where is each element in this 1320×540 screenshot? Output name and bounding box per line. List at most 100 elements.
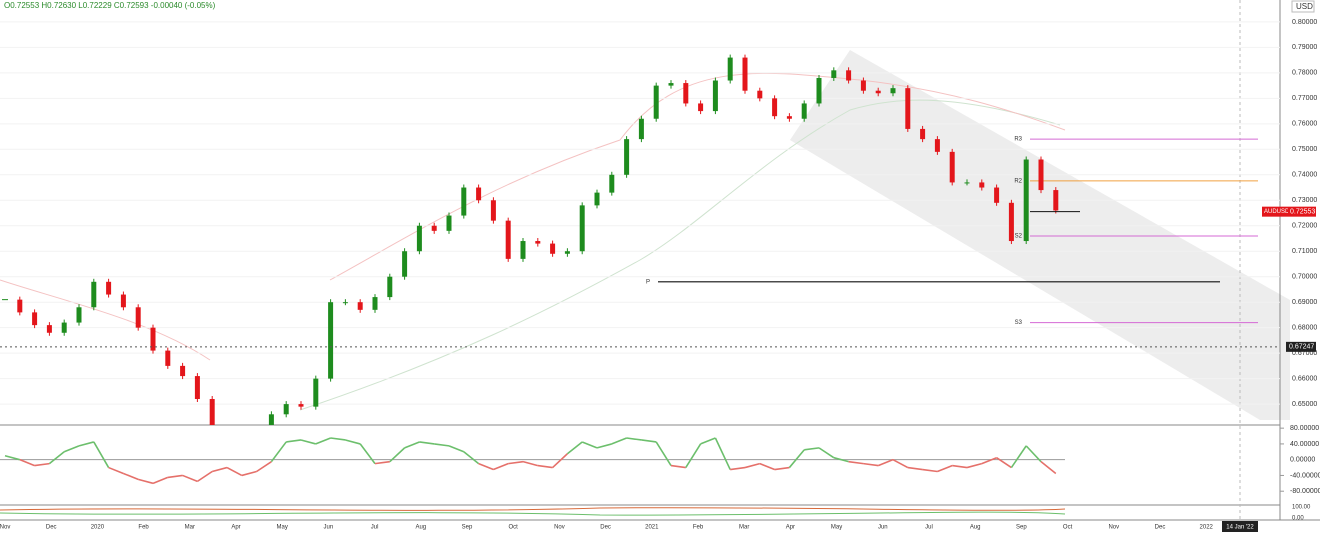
candle — [180, 365, 186, 377]
osc-segment — [655, 441, 672, 467]
x-tick-label: 2022 — [1200, 525, 1214, 531]
candle — [757, 90, 763, 99]
osc-segment — [434, 443, 450, 447]
osc-segment — [877, 458, 894, 467]
candle — [135, 307, 141, 328]
osc-segment — [537, 464, 553, 469]
osc-segment — [744, 462, 761, 469]
candle — [520, 241, 526, 259]
candle — [283, 404, 289, 415]
candle — [402, 251, 408, 277]
y-tick-label: 0.73000 — [1292, 197, 1317, 204]
osc-segment — [1040, 461, 1057, 475]
x-tick-label: Jun — [878, 525, 888, 531]
osc-segment — [966, 462, 983, 469]
candle — [846, 70, 852, 81]
osc-segment — [1010, 445, 1027, 469]
candle — [994, 187, 1000, 203]
x-tick-label: Nov — [554, 525, 565, 531]
osc-segment — [833, 456, 849, 463]
y-tick-label: 0.74000 — [1292, 172, 1317, 179]
candle — [1023, 159, 1029, 242]
osc-segment — [922, 468, 938, 473]
candle — [949, 151, 955, 183]
cursor-date: 14 Jan '22 — [1226, 525, 1254, 531]
candle — [387, 276, 393, 298]
candle — [979, 182, 985, 188]
currency-selector[interactable] — [1291, 0, 1315, 13]
y-tick-label: 0.77000 — [1292, 95, 1317, 102]
x-tick-label: May — [831, 525, 842, 531]
osc-segment — [286, 439, 302, 443]
osc-segment — [626, 437, 642, 441]
candle — [801, 103, 807, 119]
candle — [890, 88, 896, 94]
osc-segment — [641, 439, 657, 443]
candle — [120, 294, 126, 308]
candle — [653, 85, 659, 119]
symbol: AUDUSD — [1264, 209, 1290, 215]
osc-segment — [508, 460, 524, 465]
osc-segment — [196, 470, 213, 483]
osc-tick-label: 0.00000 — [1290, 457, 1315, 464]
osc-segment — [670, 464, 686, 469]
candle — [505, 220, 511, 259]
candle — [668, 83, 674, 86]
candle — [357, 302, 363, 310]
x-tick-label: Nov — [1108, 525, 1119, 531]
x-tick-label: Apr — [231, 525, 240, 531]
candle — [934, 139, 940, 152]
osc-segment — [108, 466, 124, 475]
candle — [831, 70, 837, 78]
candle — [860, 80, 866, 91]
candle — [1008, 202, 1014, 242]
pivot-label: S3 — [1015, 320, 1023, 326]
candle — [712, 80, 718, 112]
candle — [594, 192, 600, 206]
symbol-box — [1262, 206, 1288, 217]
candle — [624, 139, 630, 175]
osc-segment — [123, 472, 139, 481]
osc-segment — [270, 441, 287, 463]
osc-segment — [818, 447, 835, 459]
y-tick-label: 0.78000 — [1292, 70, 1317, 77]
osc-segment — [19, 458, 35, 467]
osc-segment — [374, 460, 390, 465]
osc-segment — [448, 445, 465, 453]
osc-segment — [419, 441, 435, 445]
currency[interactable]: USD — [1296, 2, 1313, 11]
candle — [106, 281, 112, 295]
y-tick-label: 0.68000 — [1292, 325, 1317, 332]
candle — [964, 182, 970, 184]
x-tick-label: Feb — [693, 525, 704, 531]
y-tick-label: 0.71000 — [1292, 248, 1317, 255]
candle — [372, 297, 378, 310]
candle — [490, 200, 496, 221]
osc-segment — [907, 466, 923, 471]
y-tick-label: 0.65000 — [1292, 401, 1317, 408]
osc-tick-label: 40.00000 — [1290, 441, 1319, 448]
ohlc-header: O0.72553 H0.72630 L0.72229 C0.72593 -0.0… — [4, 1, 216, 10]
pivot-label: S2 — [1015, 234, 1023, 240]
osc-segment — [152, 476, 169, 485]
osc-segment — [804, 447, 820, 451]
y-tick-label: 0.79000 — [1292, 44, 1317, 51]
crosshair-price-box — [1286, 341, 1316, 352]
pivot-label: R2 — [1014, 178, 1022, 184]
x-tick-label: Apr — [786, 525, 795, 531]
osc-segment — [63, 445, 80, 453]
osc-segment — [300, 439, 317, 445]
candle — [46, 325, 52, 333]
x-tick-label: Mar — [185, 525, 195, 531]
osc-segment — [478, 462, 494, 471]
osc-segment — [952, 464, 968, 469]
x-tick-label: Oct — [509, 525, 519, 531]
candle — [446, 215, 452, 231]
osc-segment — [1025, 445, 1042, 463]
y-tick-label: 0.67000 — [1292, 350, 1317, 357]
osc-segment — [359, 443, 376, 465]
panel2-lines — [0, 507, 1066, 511]
candle — [476, 187, 482, 201]
panel2-lines — [0, 511, 1066, 516]
y-tick-label: 0.66000 — [1292, 375, 1317, 382]
